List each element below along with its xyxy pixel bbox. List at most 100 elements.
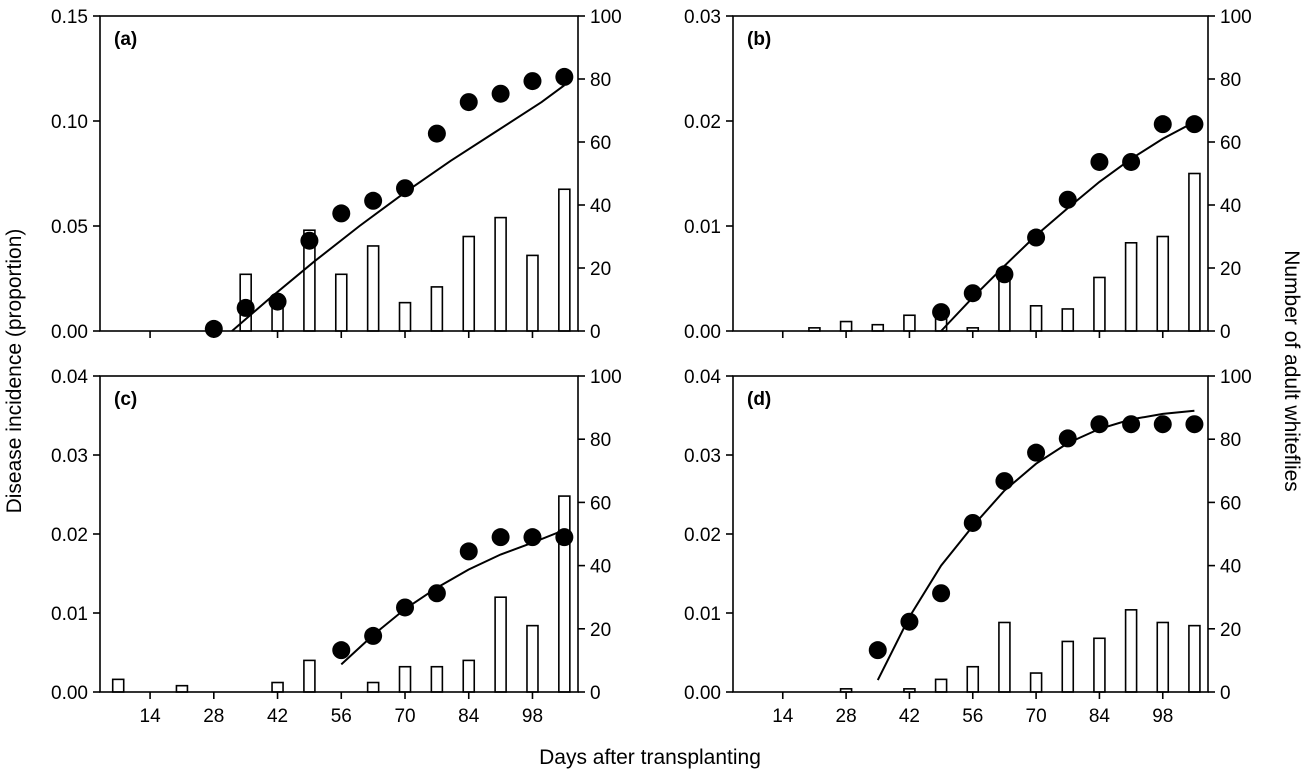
whitefly-bar — [558, 188, 571, 332]
whitefly-bar — [966, 665, 980, 693]
panel-label: (a) — [114, 29, 137, 50]
incidence-point — [364, 191, 383, 210]
x-tick-label: 56 — [331, 706, 352, 727]
incidence-point — [268, 292, 287, 311]
y-right-tick-label: 40 — [590, 557, 611, 578]
incidence-point — [1027, 228, 1046, 247]
y-left-tick-label: 0.04 — [51, 367, 88, 388]
panels: 0.000.050.100.15020406080100(a)0.000.010… — [51, 7, 1252, 727]
y-right-tick-label: 0 — [590, 322, 601, 343]
whitefly-bar — [494, 596, 507, 693]
incidence-point — [459, 93, 478, 112]
x-tick-label: 98 — [1152, 706, 1173, 727]
whitefly-bar — [1061, 640, 1075, 693]
y-right-tick-label: 60 — [590, 133, 611, 154]
incidence-point — [1153, 415, 1172, 434]
x-tick-label: 84 — [1089, 706, 1111, 727]
y-left-tick-label: 0.02 — [684, 112, 721, 133]
whitefly-bar — [1156, 621, 1170, 693]
incidence-point — [1090, 415, 1109, 434]
chart-panel-4: 14 28 42 56 70 84 98 0.00 0.01 0.02 0.03 0.04 0 20 40 6… — [684, 367, 1252, 727]
y-left-tick-label: 0.00 — [51, 683, 88, 704]
incidence-point — [963, 513, 982, 532]
whitefly-bar — [271, 681, 284, 693]
whitefly-bar — [1029, 672, 1043, 693]
incidence-point — [1122, 152, 1141, 171]
incidence-point — [1090, 152, 1109, 171]
y-right-tick-label: 60 — [1220, 133, 1241, 154]
y-left-tick-label: 0.15 — [51, 7, 88, 28]
fitted-curve — [876, 409, 1195, 681]
y-right-tick-label: 20 — [1220, 259, 1241, 280]
y-right-tick-label: 100 — [590, 367, 622, 388]
incidence-point — [427, 584, 446, 603]
x-tick-label: 14 — [772, 706, 794, 727]
whitefly-bar — [462, 235, 476, 332]
x-tick-label: 42 — [267, 706, 288, 727]
x-axis-title: Days after transplanting — [539, 746, 761, 769]
whitefly-bar — [1124, 242, 1138, 332]
y-right-tick-label: 60 — [1220, 493, 1241, 514]
x-tick-label: 28 — [203, 706, 224, 727]
panel-label: (d) — [747, 389, 771, 410]
plot-frame — [732, 15, 1209, 332]
y-right-tick-label: 100 — [1220, 7, 1252, 28]
whitefly-bar — [494, 216, 507, 332]
whitefly-bar — [903, 314, 916, 332]
y-right-tick-label: 40 — [1220, 196, 1241, 217]
incidence-point — [491, 528, 510, 547]
incidence-point — [396, 179, 415, 198]
whitefly-bar — [1188, 624, 1201, 693]
y-left-tick-label: 0.05 — [51, 217, 88, 238]
chart-panel-1: 0.00 0.05 0.10 0.15 0 20 40 60 80 100 (a) — [51, 7, 622, 343]
y-right-tick-label: 20 — [590, 620, 611, 641]
incidence-point — [995, 472, 1014, 491]
y-right-tick-label: 100 — [1220, 367, 1252, 388]
whitefly-bar — [303, 659, 316, 693]
incidence-point — [1153, 115, 1172, 134]
whitefly-bar — [430, 665, 444, 693]
incidence-point — [427, 124, 446, 143]
incidence-point — [332, 641, 351, 660]
y-right-tick-label: 100 — [590, 7, 622, 28]
y-left-tick-label: 0.03 — [684, 446, 721, 467]
incidence-point — [555, 67, 574, 86]
whitefly-bar — [334, 273, 348, 332]
whitefly-bar — [558, 495, 571, 693]
y-left-tick-label: 0.03 — [684, 7, 721, 28]
incidence-point — [1185, 415, 1204, 434]
whitefly-bar — [871, 323, 885, 332]
y-left-tick-label: 0.02 — [51, 525, 88, 546]
incidence-point — [1185, 115, 1204, 134]
whitefly-bar — [1188, 172, 1201, 332]
whitefly-bar — [1156, 235, 1170, 332]
incidence-point — [932, 303, 951, 322]
whitefly-bar — [1061, 308, 1075, 332]
panel-label: (c) — [114, 389, 137, 410]
whitefly-bar — [111, 678, 125, 693]
y-left-tick-label: 0.01 — [51, 604, 88, 625]
incidence-point — [332, 204, 351, 223]
whitefly-bar — [1093, 276, 1106, 332]
y-left-tick-label: 0.01 — [684, 604, 721, 625]
y-left-tick-label: 0.04 — [684, 367, 721, 388]
y-right-tick-label: 80 — [1220, 70, 1241, 91]
x-tick-label: 56 — [962, 706, 983, 727]
incidence-point — [900, 612, 919, 631]
whitefly-bar — [1124, 609, 1138, 693]
x-tick-label: 98 — [522, 706, 543, 727]
y-left-tick-label: 0.03 — [51, 446, 88, 467]
y-right-tick-label: 0 — [1220, 683, 1231, 704]
y-axis-left-title: Disease incidence (proportion) — [3, 229, 26, 514]
y-left-tick-label: 0.00 — [684, 683, 721, 704]
y-left-tick-label: 0.00 — [684, 322, 721, 343]
chart-panel-3: 14 28 42 56 70 84 98 0.00 0.01 0.02 0.03 0.04 0 20 40 6… — [51, 367, 622, 727]
incidence-point — [1122, 415, 1141, 434]
y-right-tick-label: 80 — [1220, 430, 1241, 451]
whitefly-bar — [175, 684, 189, 693]
y-right-tick-label: 20 — [1220, 620, 1241, 641]
whitefly-bar — [398, 301, 412, 332]
y-axis-right-title: Number of adult whiteflies — [1280, 250, 1303, 492]
incidence-point — [1027, 443, 1046, 462]
